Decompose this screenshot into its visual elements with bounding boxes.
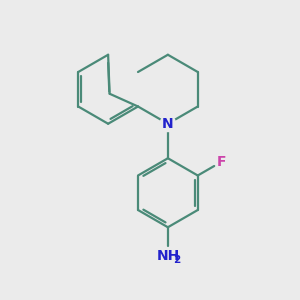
Text: NH: NH: [156, 249, 179, 263]
Text: 2: 2: [173, 255, 180, 265]
Text: F: F: [217, 155, 226, 169]
Circle shape: [160, 116, 176, 132]
Text: N: N: [162, 117, 174, 131]
